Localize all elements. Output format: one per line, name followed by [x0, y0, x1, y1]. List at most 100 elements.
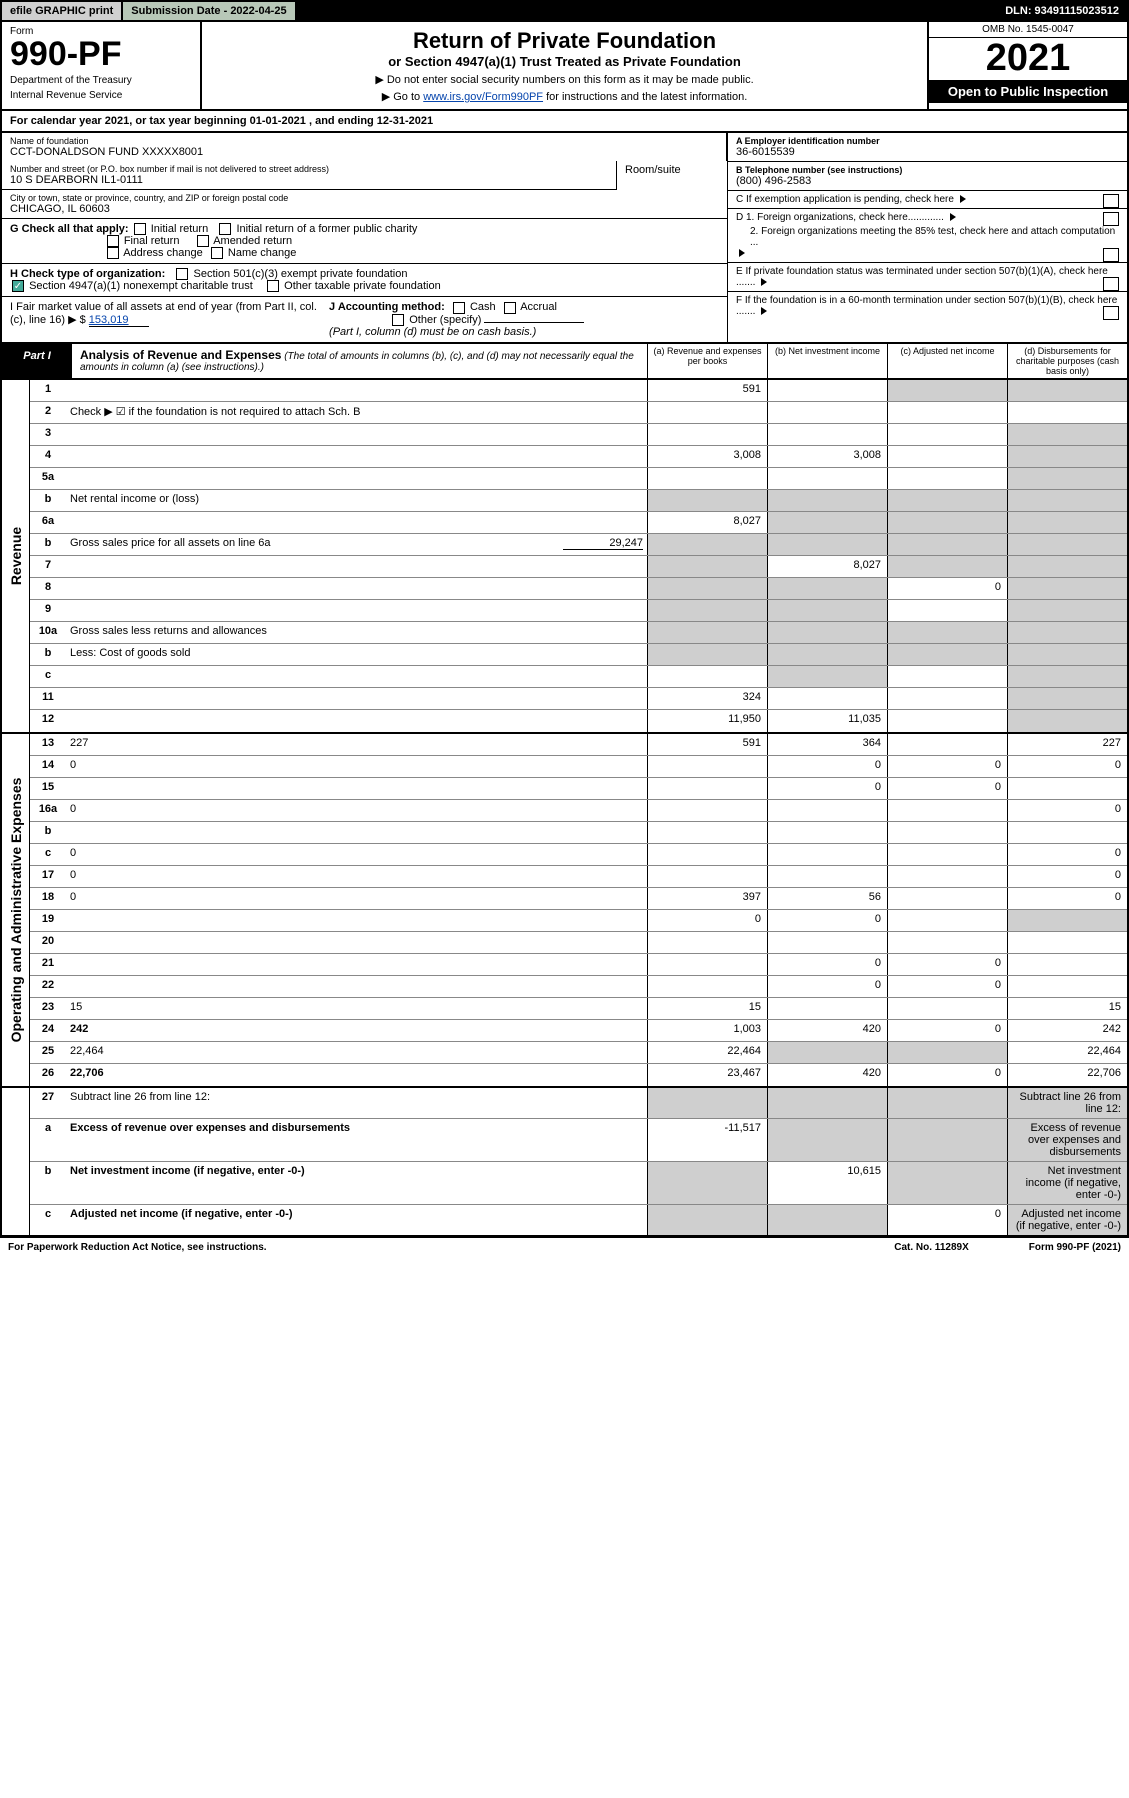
- cell-b: [767, 534, 887, 555]
- j-other: Other (specify): [409, 314, 481, 326]
- chk-other-taxable[interactable]: [267, 280, 279, 292]
- line-number: c: [30, 666, 66, 687]
- cat-no: Cat. No. 11289X: [894, 1242, 968, 1253]
- addr-label: Number and street (or P.O. box number if…: [10, 164, 608, 174]
- table-row: 242421,0034200242: [30, 1020, 1127, 1042]
- cell-d: [1007, 778, 1127, 799]
- arrow-icon: [950, 213, 956, 221]
- cell-b: [767, 844, 887, 865]
- form-header: Form 990-PF Department of the Treasury I…: [0, 22, 1129, 111]
- cell-a: [647, 600, 767, 621]
- line-number: 4: [30, 446, 66, 467]
- chk-name-change[interactable]: [211, 247, 223, 259]
- table-row: 9: [30, 600, 1127, 622]
- cell-d: 22,464: [1007, 1042, 1127, 1063]
- cell-d: [1007, 556, 1127, 577]
- line-number: 8: [30, 578, 66, 599]
- chk-initial-former[interactable]: [219, 223, 231, 235]
- chk-addr-change[interactable]: [107, 247, 119, 259]
- efile-print-button[interactable]: efile GRAPHIC print: [2, 2, 123, 20]
- line-description: 0: [66, 756, 647, 777]
- chk-4947a1[interactable]: [12, 280, 24, 292]
- cell-b: [767, 622, 887, 643]
- line-description: [66, 976, 647, 997]
- line-description: [66, 600, 647, 621]
- table-row: 2622,70623,467420022,706: [30, 1064, 1127, 1086]
- form-subtitle: or Section 4947(a)(1) Trust Treated as P…: [208, 54, 921, 69]
- fmv-link[interactable]: 153,019: [89, 314, 149, 327]
- line-description: 242: [66, 1020, 647, 1041]
- cell-a: [647, 756, 767, 777]
- cell-a: [647, 822, 767, 843]
- cell-d: [1007, 666, 1127, 687]
- line-number: 20: [30, 932, 66, 953]
- cell-b: [767, 644, 887, 665]
- cell-c: 0: [887, 756, 1007, 777]
- table-row: 27Subtract line 26 from line 12:Subtract…: [30, 1088, 1127, 1119]
- cell-a: 1,003: [647, 1020, 767, 1041]
- cell-a: 3,008: [647, 446, 767, 467]
- cell-b: [767, 800, 887, 821]
- line-description: 15: [66, 998, 647, 1019]
- table-row: 1900: [30, 910, 1127, 932]
- chk-final-return[interactable]: [107, 235, 119, 247]
- line-description: Subtract line 26 from line 12:: [66, 1088, 647, 1118]
- c-checkbox[interactable]: [1103, 194, 1119, 208]
- instr-post: for instructions and the latest informat…: [546, 91, 747, 103]
- cell-b: [767, 932, 887, 953]
- chk-amended[interactable]: [197, 235, 209, 247]
- chk-501c3[interactable]: [176, 268, 188, 280]
- line-number: 13: [30, 734, 66, 755]
- table-row: 3: [30, 424, 1127, 446]
- line-description: [66, 710, 647, 732]
- foundation-name-cell: Name of foundation CCT-DONALDSON FUND XX…: [2, 133, 727, 161]
- cell-d: [1007, 644, 1127, 665]
- irs-link[interactable]: www.irs.gov/Form990PF: [423, 91, 543, 103]
- cell-b: 0: [767, 778, 887, 799]
- cell-b: [767, 578, 887, 599]
- cell-c: [887, 380, 1007, 401]
- d2-checkbox[interactable]: [1103, 248, 1119, 262]
- f-checkbox[interactable]: [1103, 306, 1119, 320]
- chk-other-method[interactable]: [392, 314, 404, 326]
- cell-b: [767, 468, 887, 489]
- d1-checkbox[interactable]: [1103, 212, 1119, 226]
- cell-b: 10,615: [767, 1162, 887, 1204]
- cell-c: [887, 734, 1007, 755]
- line-number: 23: [30, 998, 66, 1019]
- ein-cell: A Employer identification number 36-6015…: [728, 133, 1127, 162]
- cell-d: [1007, 490, 1127, 511]
- city-label: City or town, state or province, country…: [10, 193, 719, 203]
- col-a-header: (a) Revenue and expenses per books: [647, 344, 767, 378]
- cell-a: 397: [647, 888, 767, 909]
- cell-a: [647, 578, 767, 599]
- cell-d: [1007, 688, 1127, 709]
- form-id-block: Form 990-PF Department of the Treasury I…: [2, 22, 202, 109]
- opt-initial-former: Initial return of a former public charit…: [236, 223, 417, 235]
- cell-d: 227: [1007, 734, 1127, 755]
- cell-c: [887, 446, 1007, 467]
- c-text: C If exemption application is pending, c…: [736, 194, 954, 205]
- cell-c: 0: [887, 1205, 1007, 1235]
- cell-d: 0: [1007, 756, 1127, 777]
- cell-a: [647, 666, 767, 687]
- cell-c: 0: [887, 1064, 1007, 1086]
- j-cash: Cash: [470, 301, 496, 313]
- table-row: 6a8,027: [30, 512, 1127, 534]
- cell-d: [1007, 910, 1127, 931]
- line-number: 11: [30, 688, 66, 709]
- cell-c: 0: [887, 778, 1007, 799]
- cell-c: [887, 534, 1007, 555]
- cell-a: [647, 844, 767, 865]
- chk-cash[interactable]: [453, 302, 465, 314]
- table-row: 11324: [30, 688, 1127, 710]
- line-description: [66, 910, 647, 931]
- cell-a: [647, 866, 767, 887]
- cell-a: 591: [647, 380, 767, 401]
- e-checkbox[interactable]: [1103, 277, 1119, 291]
- cell-c: 0: [887, 976, 1007, 997]
- e-text: E If private foundation status was termi…: [736, 266, 1108, 288]
- arrow-icon: [761, 307, 767, 315]
- chk-initial-return[interactable]: [134, 223, 146, 235]
- chk-accrual[interactable]: [504, 302, 516, 314]
